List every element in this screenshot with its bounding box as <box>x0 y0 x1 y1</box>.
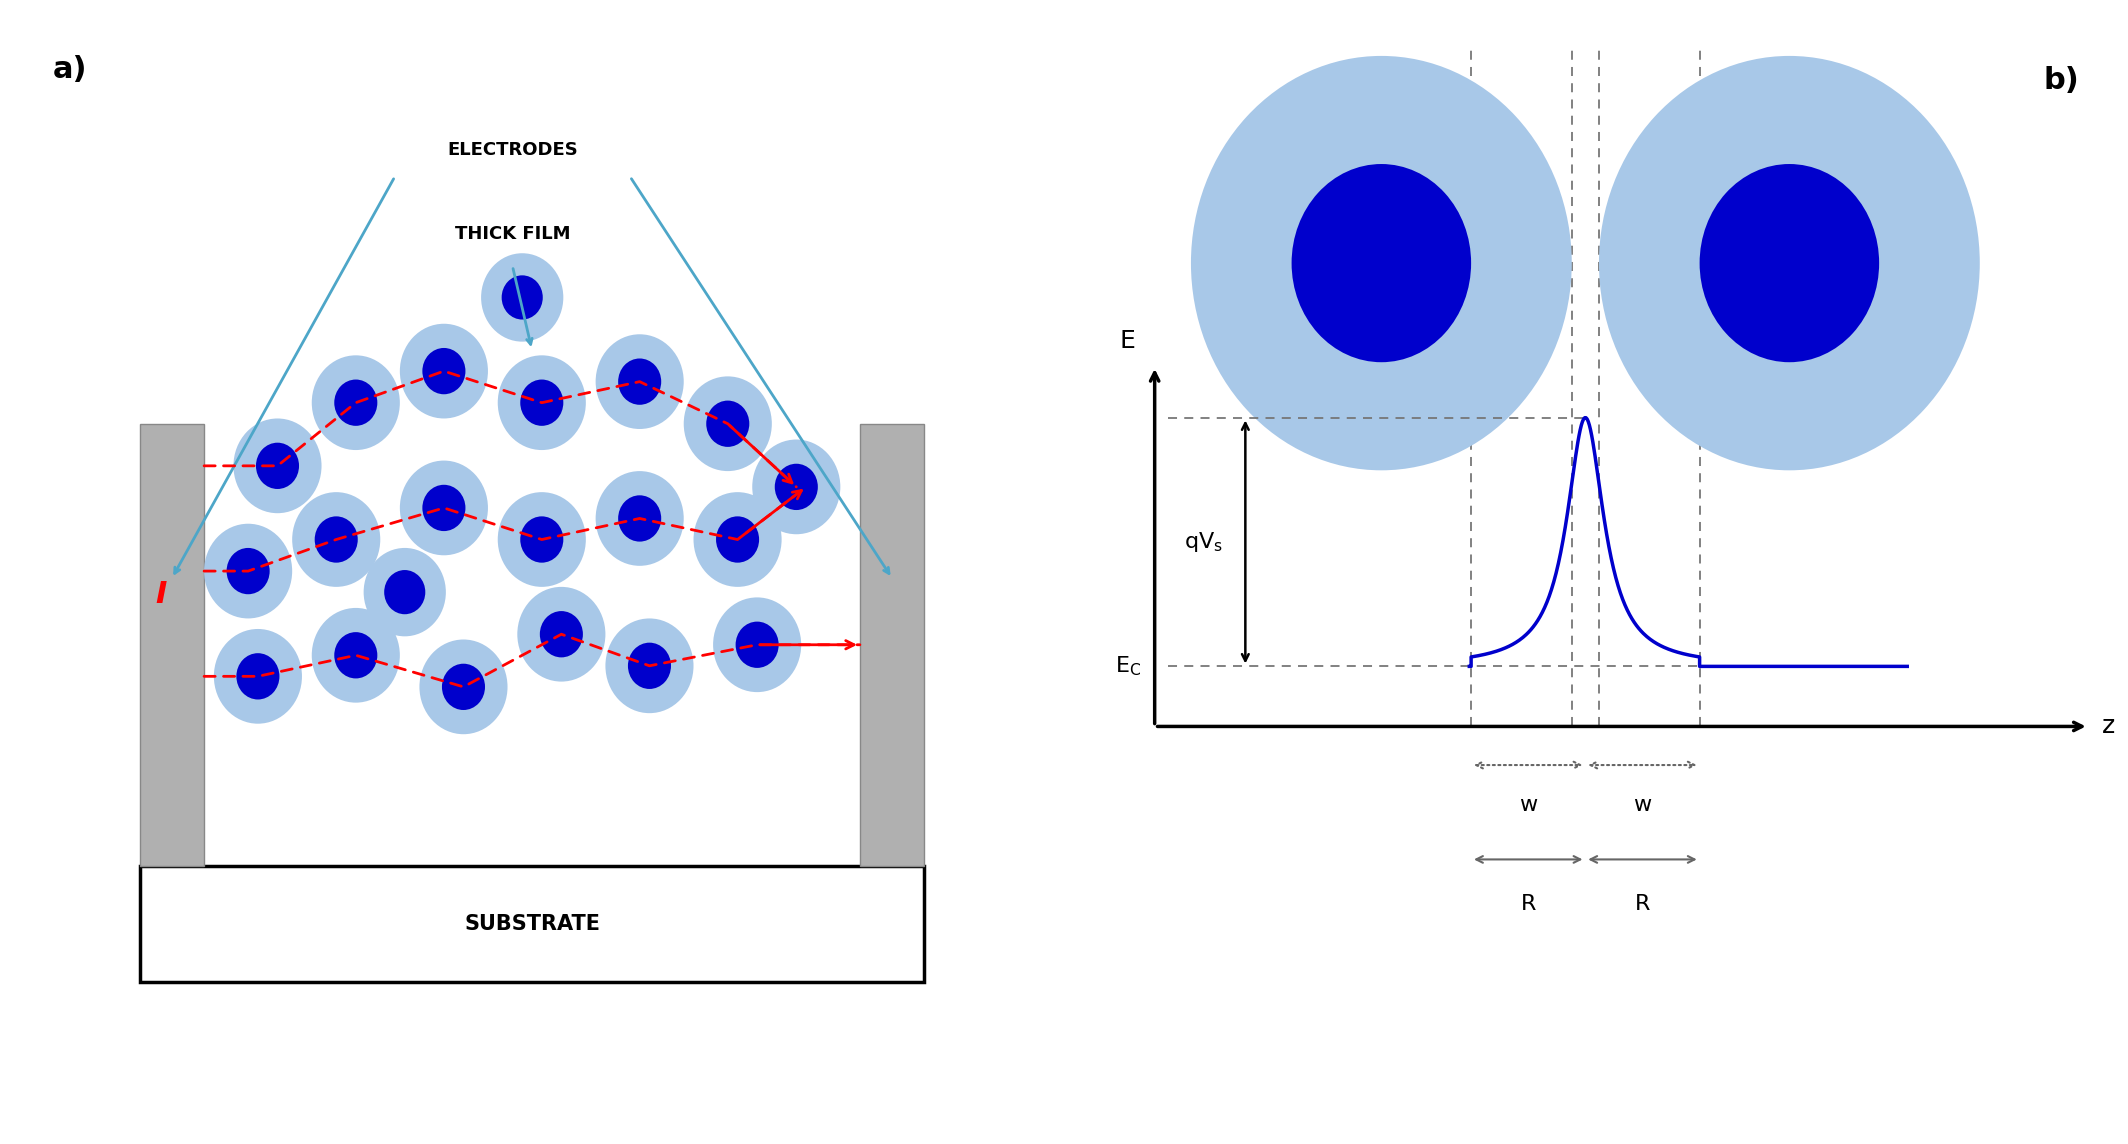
Circle shape <box>694 492 781 587</box>
Circle shape <box>421 485 466 531</box>
Circle shape <box>292 492 381 587</box>
Circle shape <box>628 643 670 689</box>
Text: a): a) <box>53 55 87 85</box>
Text: $\mathregular{qV_s}$: $\mathregular{qV_s}$ <box>1183 530 1224 554</box>
Circle shape <box>713 597 802 692</box>
Text: ELECTRODES: ELECTRODES <box>447 141 579 159</box>
Circle shape <box>753 439 841 534</box>
Circle shape <box>706 400 749 447</box>
Circle shape <box>443 664 485 710</box>
Circle shape <box>204 524 292 619</box>
Circle shape <box>481 253 564 342</box>
Text: w: w <box>1519 795 1536 815</box>
Circle shape <box>736 621 779 668</box>
Text: R: R <box>1522 893 1536 914</box>
Text: z: z <box>2102 715 2115 738</box>
Text: THICK FILM: THICK FILM <box>455 225 570 244</box>
Circle shape <box>313 607 400 702</box>
Circle shape <box>617 358 662 405</box>
Circle shape <box>419 639 509 734</box>
Circle shape <box>517 587 606 682</box>
Bar <box>140 866 924 982</box>
Circle shape <box>364 548 447 636</box>
Circle shape <box>334 633 377 678</box>
Circle shape <box>315 516 358 563</box>
Circle shape <box>617 495 662 541</box>
Circle shape <box>606 619 694 713</box>
Circle shape <box>502 276 543 319</box>
Circle shape <box>498 356 585 450</box>
Circle shape <box>596 334 683 429</box>
Text: R: R <box>1634 893 1649 914</box>
Bar <box>140 423 204 866</box>
Ellipse shape <box>1700 164 1879 363</box>
Circle shape <box>385 570 426 614</box>
Circle shape <box>683 376 772 471</box>
Circle shape <box>400 324 487 419</box>
Circle shape <box>255 443 300 488</box>
Circle shape <box>334 380 377 426</box>
Circle shape <box>715 516 760 563</box>
Circle shape <box>226 548 270 594</box>
Circle shape <box>519 516 564 563</box>
Circle shape <box>596 471 683 566</box>
Circle shape <box>236 653 279 699</box>
Text: I: I <box>155 580 166 609</box>
Circle shape <box>775 463 817 510</box>
Circle shape <box>215 629 302 724</box>
Ellipse shape <box>1192 56 1573 470</box>
Circle shape <box>541 611 583 658</box>
Text: E: E <box>1119 329 1136 353</box>
Text: $\mathregular{E_C}$: $\mathregular{E_C}$ <box>1115 654 1141 678</box>
Text: w: w <box>1634 795 1651 815</box>
Ellipse shape <box>1598 56 1979 470</box>
Circle shape <box>400 461 487 555</box>
Circle shape <box>234 419 321 514</box>
Circle shape <box>519 380 564 426</box>
Circle shape <box>421 348 466 395</box>
Circle shape <box>498 492 585 587</box>
Bar <box>860 423 924 866</box>
Ellipse shape <box>1292 164 1470 363</box>
Text: b): b) <box>2043 66 2079 95</box>
Circle shape <box>313 356 400 450</box>
Text: SUBSTRATE: SUBSTRATE <box>464 914 600 934</box>
